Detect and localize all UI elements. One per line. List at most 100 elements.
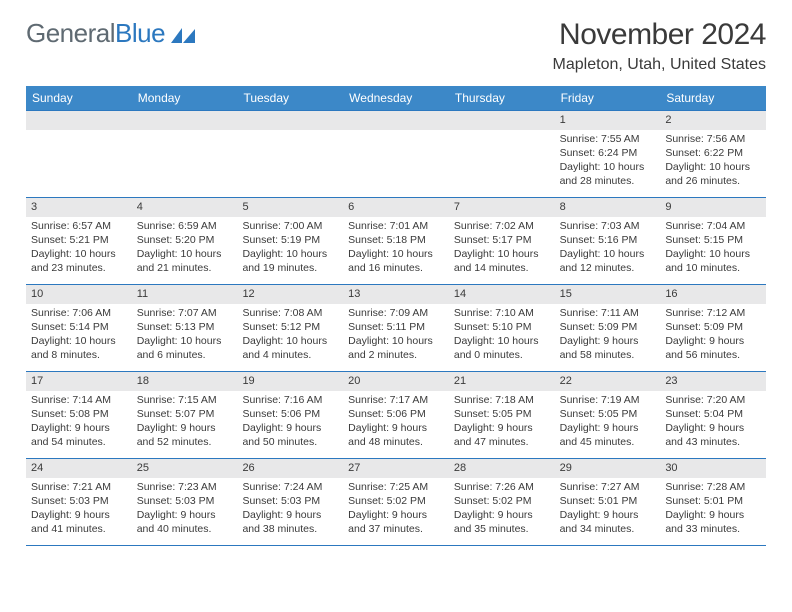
day-number: 23 bbox=[660, 372, 766, 391]
day-cell: 25Sunrise: 7:23 AMSunset: 5:03 PMDayligh… bbox=[132, 459, 238, 545]
sunset-line: Sunset: 5:05 PM bbox=[454, 407, 550, 421]
sunset-line: Sunset: 5:08 PM bbox=[31, 407, 127, 421]
dow-sun: Sunday bbox=[26, 86, 132, 110]
dow-wed: Wednesday bbox=[343, 86, 449, 110]
sunset-line: Sunset: 5:07 PM bbox=[137, 407, 233, 421]
day-cell: 28Sunrise: 7:26 AMSunset: 5:02 PMDayligh… bbox=[449, 459, 555, 545]
day-cell bbox=[237, 111, 343, 197]
sunrise-line: Sunrise: 7:08 AM bbox=[242, 306, 338, 320]
sunrise-line: Sunrise: 7:04 AM bbox=[665, 219, 761, 233]
daylight-line: Daylight: 9 hours and 35 minutes. bbox=[454, 508, 550, 536]
day-number: 13 bbox=[343, 285, 449, 304]
logo-mark-icon bbox=[171, 26, 197, 44]
daylight-line: Daylight: 10 hours and 6 minutes. bbox=[137, 334, 233, 362]
day-number: 21 bbox=[449, 372, 555, 391]
daylight-line: Daylight: 10 hours and 19 minutes. bbox=[242, 247, 338, 275]
day-number: 30 bbox=[660, 459, 766, 478]
week-row: 17Sunrise: 7:14 AMSunset: 5:08 PMDayligh… bbox=[26, 371, 766, 458]
sunrise-line: Sunrise: 7:56 AM bbox=[665, 132, 761, 146]
day-number: 18 bbox=[132, 372, 238, 391]
day-body: Sunrise: 7:21 AMSunset: 5:03 PMDaylight:… bbox=[26, 478, 132, 541]
day-body: Sunrise: 7:14 AMSunset: 5:08 PMDaylight:… bbox=[26, 391, 132, 454]
day-body: Sunrise: 7:20 AMSunset: 5:04 PMDaylight:… bbox=[660, 391, 766, 454]
day-cell: 24Sunrise: 7:21 AMSunset: 5:03 PMDayligh… bbox=[26, 459, 132, 545]
day-body: Sunrise: 7:18 AMSunset: 5:05 PMDaylight:… bbox=[449, 391, 555, 454]
dow-sat: Saturday bbox=[660, 86, 766, 110]
sunset-line: Sunset: 5:03 PM bbox=[137, 494, 233, 508]
day-cell: 12Sunrise: 7:08 AMSunset: 5:12 PMDayligh… bbox=[237, 285, 343, 371]
day-number: 1 bbox=[555, 111, 661, 130]
day-body: Sunrise: 7:11 AMSunset: 5:09 PMDaylight:… bbox=[555, 304, 661, 367]
day-cell: 8Sunrise: 7:03 AMSunset: 5:16 PMDaylight… bbox=[555, 198, 661, 284]
sunrise-line: Sunrise: 7:09 AM bbox=[348, 306, 444, 320]
daylight-line: Daylight: 10 hours and 14 minutes. bbox=[454, 247, 550, 275]
sunrise-line: Sunrise: 7:20 AM bbox=[665, 393, 761, 407]
day-cell: 1Sunrise: 7:55 AMSunset: 6:24 PMDaylight… bbox=[555, 111, 661, 197]
daylight-line: Daylight: 9 hours and 48 minutes. bbox=[348, 421, 444, 449]
day-cell: 11Sunrise: 7:07 AMSunset: 5:13 PMDayligh… bbox=[132, 285, 238, 371]
daylight-line: Daylight: 9 hours and 52 minutes. bbox=[137, 421, 233, 449]
day-cell bbox=[26, 111, 132, 197]
day-body: Sunrise: 7:28 AMSunset: 5:01 PMDaylight:… bbox=[660, 478, 766, 541]
dow-fri: Friday bbox=[555, 86, 661, 110]
daylight-line: Daylight: 10 hours and 28 minutes. bbox=[560, 160, 656, 188]
day-cell: 10Sunrise: 7:06 AMSunset: 5:14 PMDayligh… bbox=[26, 285, 132, 371]
day-cell: 2Sunrise: 7:56 AMSunset: 6:22 PMDaylight… bbox=[660, 111, 766, 197]
day-body: Sunrise: 7:19 AMSunset: 5:05 PMDaylight:… bbox=[555, 391, 661, 454]
day-number: 29 bbox=[555, 459, 661, 478]
day-number: 5 bbox=[237, 198, 343, 217]
daylight-line: Daylight: 9 hours and 56 minutes. bbox=[665, 334, 761, 362]
location: Mapleton, Utah, United States bbox=[553, 56, 766, 74]
sunrise-line: Sunrise: 7:06 AM bbox=[31, 306, 127, 320]
sunset-line: Sunset: 5:18 PM bbox=[348, 233, 444, 247]
sunset-line: Sunset: 5:13 PM bbox=[137, 320, 233, 334]
day-body: Sunrise: 7:07 AMSunset: 5:13 PMDaylight:… bbox=[132, 304, 238, 367]
day-cell: 5Sunrise: 7:00 AMSunset: 5:19 PMDaylight… bbox=[237, 198, 343, 284]
daylight-line: Daylight: 9 hours and 34 minutes. bbox=[560, 508, 656, 536]
day-body: Sunrise: 7:10 AMSunset: 5:10 PMDaylight:… bbox=[449, 304, 555, 367]
day-cell: 22Sunrise: 7:19 AMSunset: 5:05 PMDayligh… bbox=[555, 372, 661, 458]
sunset-line: Sunset: 5:12 PM bbox=[242, 320, 338, 334]
day-cell: 20Sunrise: 7:17 AMSunset: 5:06 PMDayligh… bbox=[343, 372, 449, 458]
day-body: Sunrise: 7:03 AMSunset: 5:16 PMDaylight:… bbox=[555, 217, 661, 280]
daylight-line: Daylight: 10 hours and 26 minutes. bbox=[665, 160, 761, 188]
daylight-line: Daylight: 9 hours and 33 minutes. bbox=[665, 508, 761, 536]
sunset-line: Sunset: 5:06 PM bbox=[348, 407, 444, 421]
day-body: Sunrise: 7:12 AMSunset: 5:09 PMDaylight:… bbox=[660, 304, 766, 367]
day-cell: 29Sunrise: 7:27 AMSunset: 5:01 PMDayligh… bbox=[555, 459, 661, 545]
dow-header: Sunday Monday Tuesday Wednesday Thursday… bbox=[26, 86, 766, 110]
day-cell: 4Sunrise: 6:59 AMSunset: 5:20 PMDaylight… bbox=[132, 198, 238, 284]
daylight-line: Daylight: 10 hours and 12 minutes. bbox=[560, 247, 656, 275]
sunrise-line: Sunrise: 7:02 AM bbox=[454, 219, 550, 233]
day-number: 14 bbox=[449, 285, 555, 304]
dow-thu: Thursday bbox=[449, 86, 555, 110]
sunset-line: Sunset: 6:22 PM bbox=[665, 146, 761, 160]
day-number: 19 bbox=[237, 372, 343, 391]
day-cell: 21Sunrise: 7:18 AMSunset: 5:05 PMDayligh… bbox=[449, 372, 555, 458]
day-number: 3 bbox=[26, 198, 132, 217]
day-cell: 27Sunrise: 7:25 AMSunset: 5:02 PMDayligh… bbox=[343, 459, 449, 545]
day-cell: 14Sunrise: 7:10 AMSunset: 5:10 PMDayligh… bbox=[449, 285, 555, 371]
sunrise-line: Sunrise: 7:18 AM bbox=[454, 393, 550, 407]
day-number: 4 bbox=[132, 198, 238, 217]
sunset-line: Sunset: 5:09 PM bbox=[665, 320, 761, 334]
sunrise-line: Sunrise: 7:14 AM bbox=[31, 393, 127, 407]
page-title: November 2024 bbox=[553, 18, 766, 52]
day-cell bbox=[132, 111, 238, 197]
daylight-line: Daylight: 9 hours and 41 minutes. bbox=[31, 508, 127, 536]
day-cell: 9Sunrise: 7:04 AMSunset: 5:15 PMDaylight… bbox=[660, 198, 766, 284]
week-row: 3Sunrise: 6:57 AMSunset: 5:21 PMDaylight… bbox=[26, 197, 766, 284]
day-number bbox=[343, 111, 449, 130]
sunrise-line: Sunrise: 7:21 AM bbox=[31, 480, 127, 494]
day-number: 25 bbox=[132, 459, 238, 478]
sunset-line: Sunset: 5:10 PM bbox=[454, 320, 550, 334]
sunset-line: Sunset: 5:14 PM bbox=[31, 320, 127, 334]
sunrise-line: Sunrise: 7:00 AM bbox=[242, 219, 338, 233]
day-number: 22 bbox=[555, 372, 661, 391]
sunrise-line: Sunrise: 7:16 AM bbox=[242, 393, 338, 407]
sunrise-line: Sunrise: 7:25 AM bbox=[348, 480, 444, 494]
calendar: Sunday Monday Tuesday Wednesday Thursday… bbox=[26, 86, 766, 546]
daylight-line: Daylight: 9 hours and 43 minutes. bbox=[665, 421, 761, 449]
sunrise-line: Sunrise: 7:11 AM bbox=[560, 306, 656, 320]
daylight-line: Daylight: 10 hours and 23 minutes. bbox=[31, 247, 127, 275]
